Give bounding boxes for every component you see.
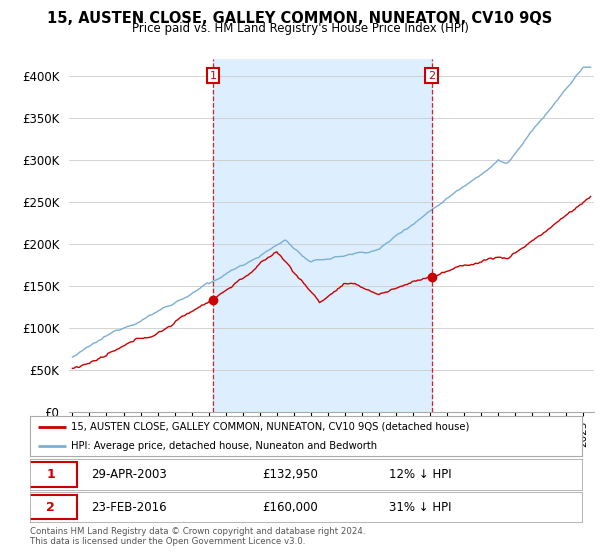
Text: £132,950: £132,950 bbox=[262, 468, 318, 481]
Text: £160,000: £160,000 bbox=[262, 501, 317, 514]
Text: 31% ↓ HPI: 31% ↓ HPI bbox=[389, 501, 451, 514]
Text: 1: 1 bbox=[209, 71, 217, 81]
Text: Price paid vs. HM Land Registry's House Price Index (HPI): Price paid vs. HM Land Registry's House … bbox=[131, 22, 469, 35]
Text: 12% ↓ HPI: 12% ↓ HPI bbox=[389, 468, 451, 481]
Text: 2: 2 bbox=[46, 501, 55, 514]
Text: 29-APR-2003: 29-APR-2003 bbox=[91, 468, 166, 481]
Text: 23-FEB-2016: 23-FEB-2016 bbox=[91, 501, 166, 514]
Text: 2: 2 bbox=[428, 71, 435, 81]
FancyBboxPatch shape bbox=[25, 463, 77, 487]
Text: 15, AUSTEN CLOSE, GALLEY COMMON, NUNEATON, CV10 9QS: 15, AUSTEN CLOSE, GALLEY COMMON, NUNEATO… bbox=[47, 11, 553, 26]
Text: Contains HM Land Registry data © Crown copyright and database right 2024.
This d: Contains HM Land Registry data © Crown c… bbox=[30, 527, 365, 547]
Text: 15, AUSTEN CLOSE, GALLEY COMMON, NUNEATON, CV10 9QS (detached house): 15, AUSTEN CLOSE, GALLEY COMMON, NUNEATO… bbox=[71, 422, 470, 432]
Text: HPI: Average price, detached house, Nuneaton and Bedworth: HPI: Average price, detached house, Nune… bbox=[71, 441, 377, 450]
FancyBboxPatch shape bbox=[25, 495, 77, 520]
Text: 1: 1 bbox=[46, 468, 55, 481]
Bar bbox=[213, 59, 431, 412]
